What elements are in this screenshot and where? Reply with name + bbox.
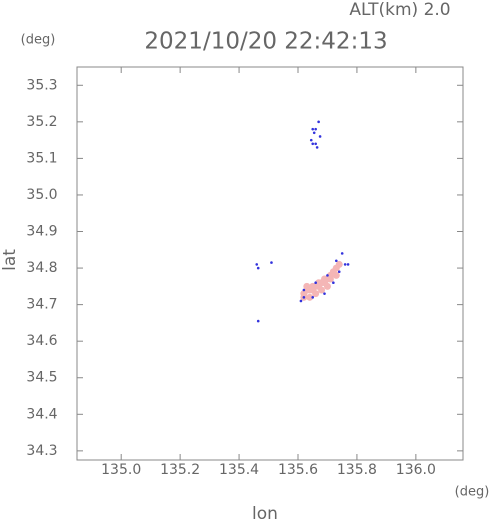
- y-tick-label: 34.5: [26, 370, 57, 386]
- y-tick-label: 34.7: [26, 297, 57, 313]
- point: [323, 282, 331, 290]
- point: [302, 296, 306, 299]
- point: [343, 263, 347, 266]
- point: [318, 135, 322, 138]
- point: [306, 293, 314, 301]
- point: [317, 120, 320, 124]
- point: [318, 286, 326, 294]
- point: [309, 138, 313, 142]
- point: [312, 131, 316, 135]
- point: [323, 292, 326, 295]
- y-tick-label: 35.1: [26, 150, 57, 166]
- point: [332, 281, 335, 284]
- x-label: lon: [252, 504, 278, 521]
- annotation: ALT(km) 2.0: [349, 0, 450, 20]
- y-unit: (deg): [21, 33, 56, 48]
- y-tick-label: 35.0: [26, 187, 57, 203]
- y-tick-label: 34.4: [26, 406, 57, 422]
- x-tick-label: 135.6: [278, 462, 318, 478]
- x-tick-label: 135.0: [101, 462, 141, 478]
- point: [340, 252, 344, 255]
- point: [256, 266, 260, 270]
- chart-title: 2021/10/20 22:42:13: [144, 29, 387, 55]
- point: [332, 271, 340, 279]
- point: [314, 127, 317, 131]
- point: [255, 263, 259, 266]
- point: [311, 296, 315, 299]
- plot-frame: [76, 66, 464, 461]
- point: [256, 319, 260, 323]
- y-tick-label: 34.9: [26, 224, 57, 240]
- y-tick-label: 35.3: [26, 77, 57, 93]
- point: [335, 260, 343, 268]
- point: [314, 142, 317, 146]
- y-label: lat: [0, 249, 20, 271]
- point: [302, 288, 306, 292]
- y-tick-label: 35.2: [26, 114, 57, 130]
- x-tick-label: 136.0: [396, 462, 436, 478]
- point: [326, 274, 329, 277]
- point: [311, 127, 315, 131]
- point: [337, 270, 341, 274]
- point: [312, 290, 320, 298]
- x-tick-label: 135.8: [337, 462, 377, 478]
- point: [299, 299, 303, 303]
- point: [270, 261, 273, 264]
- x-tick-label: 135.2: [160, 462, 200, 478]
- point: [334, 259, 338, 263]
- point: [326, 275, 334, 283]
- point: [314, 281, 317, 284]
- y-tick-label: 34.3: [26, 443, 57, 459]
- point: [303, 282, 311, 290]
- point: [311, 142, 315, 146]
- x-tick-label: 135.4: [219, 462, 259, 478]
- point: [315, 146, 319, 149]
- y-tick-label: 34.8: [26, 260, 57, 276]
- y-tick-label: 34.6: [26, 333, 57, 349]
- x-unit: (deg): [455, 485, 490, 500]
- point: [346, 263, 350, 266]
